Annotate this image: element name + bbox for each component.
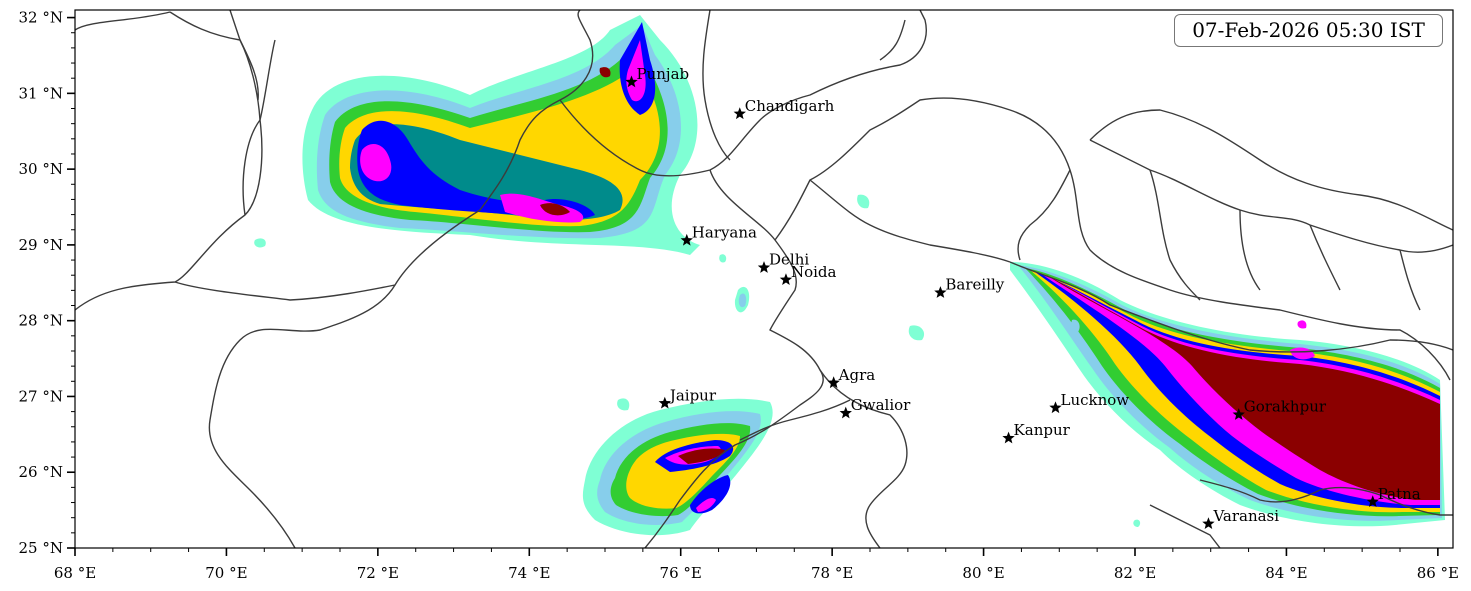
city-marker-gwalior: Gwalior	[839, 396, 911, 419]
city-marker-punjab: Punjab	[625, 65, 690, 88]
precipitation-field	[254, 15, 1445, 536]
star-icon	[1366, 495, 1379, 508]
city-label: Kanpur	[1014, 421, 1071, 439]
rain-cluster-east-band	[1010, 262, 1445, 527]
x-tick-label: 84 °E	[1265, 564, 1307, 582]
x-tick-label: 78 °E	[811, 564, 853, 582]
city-label: Haryana	[692, 223, 757, 241]
star-icon	[658, 396, 671, 409]
y-tick-label: 26 °N	[19, 463, 63, 481]
city-marker-varanasi: Varanasi	[1202, 507, 1279, 530]
star-icon	[625, 75, 638, 88]
city-label: Noida	[791, 263, 837, 281]
timestamp-label: 07-Feb-2026 05:30 IST	[1174, 14, 1443, 47]
star-icon	[757, 261, 771, 273]
city-marker-gorakhpur: Gorakhpur	[1232, 398, 1327, 420]
city-marker-haryana: Haryana	[680, 223, 757, 246]
city-label: Gorakhpur	[1244, 398, 1327, 416]
map-frame	[74, 9, 1454, 549]
city-marker-patna: Patna	[1366, 485, 1421, 508]
star-icon	[827, 376, 840, 389]
city-label: Punjab	[637, 65, 690, 83]
x-tick-label: 80 °E	[962, 564, 1004, 582]
rain-scattered-cells	[617, 194, 1141, 527]
city-label: Varanasi	[1212, 507, 1279, 525]
city-label: Gwalior	[851, 396, 911, 414]
city-label: Jaipur	[668, 386, 717, 404]
city-marker-noida: Noida	[779, 263, 837, 286]
x-tick-label: 70 °E	[205, 564, 247, 582]
state-boundaries	[75, 10, 1453, 548]
y-tick-label: 25 °N	[19, 539, 63, 557]
y-tick-label: 30 °N	[19, 160, 63, 178]
star-icon	[680, 233, 693, 246]
city-label: Delhi	[769, 251, 809, 269]
star-icon	[1202, 517, 1215, 530]
star-icon	[779, 273, 793, 286]
city-marker-kanpur: Kanpur	[1002, 421, 1071, 444]
star-icon	[1232, 408, 1245, 420]
rain-cluster-northwest	[254, 15, 700, 255]
city-label: Patna	[1378, 485, 1421, 503]
city-marker-chandigarh: Chandigarh	[733, 97, 835, 120]
x-tick-label: 76 °E	[660, 564, 702, 582]
y-tick-label: 28 °N	[19, 312, 63, 330]
city-marker-lucknow: Lucknow	[1049, 391, 1130, 414]
x-tick-label: 86 °E	[1417, 564, 1459, 582]
city-label: Chandigarh	[745, 97, 835, 115]
x-tick-label: 68 °E	[54, 564, 96, 582]
star-icon	[839, 406, 852, 419]
star-icon	[934, 286, 947, 298]
y-tick-label: 29 °N	[19, 236, 63, 254]
x-tick-label: 72 °E	[357, 564, 399, 582]
city-marker-jaipur: Jaipur	[658, 386, 717, 409]
x-tick-label: 74 °E	[508, 564, 550, 582]
map-axes: 68 °E 70 °E 72 °E 74 °E 76 °E 78 °E 80 °E 82 °E…	[19, 9, 1459, 582]
city-marker-agra: Agra	[827, 366, 876, 389]
y-tick-label: 32 °N	[19, 9, 63, 27]
star-icon	[1049, 401, 1062, 414]
city-marker-bareilly: Bareilly	[934, 276, 1005, 298]
x-tick-label: 82 °E	[1114, 564, 1156, 582]
star-icon	[733, 107, 746, 120]
star-icon	[1002, 431, 1015, 444]
city-label: Bareilly	[945, 276, 1004, 294]
y-tick-label: 27 °N	[19, 387, 63, 405]
city-marker-delhi: Delhi	[757, 251, 809, 273]
city-label: Lucknow	[1061, 391, 1130, 409]
rain-cluster-rajasthan	[582, 398, 773, 536]
city-label: Agra	[838, 366, 876, 384]
y-tick-label: 31 °N	[19, 84, 63, 102]
